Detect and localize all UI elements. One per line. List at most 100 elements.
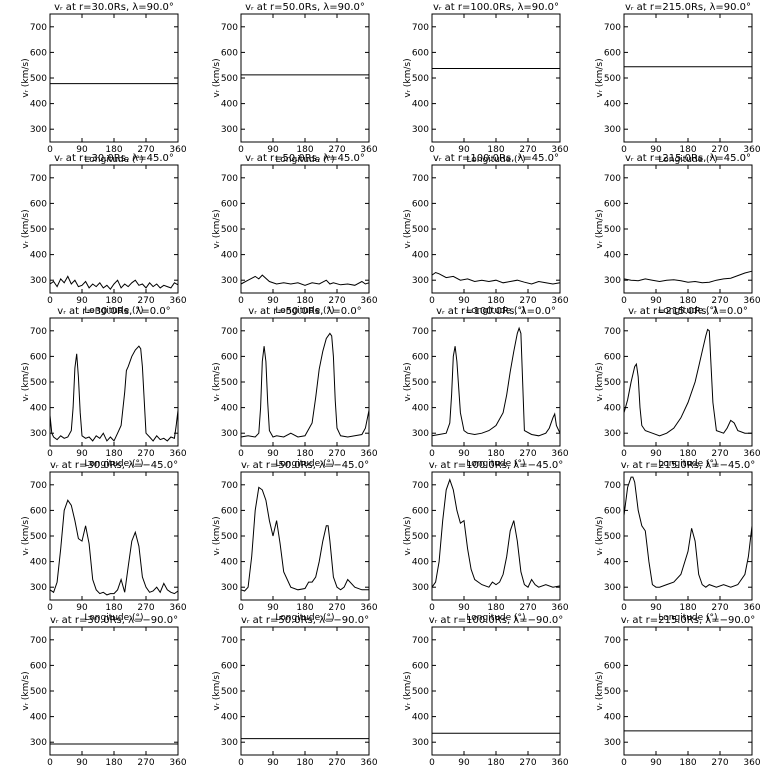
y-tick-label: 500 — [604, 687, 621, 697]
plot-frame — [431, 317, 561, 447]
panel-20: vᵣ at r=215.0Rs, λ=−90.0° 0 90 180 270 360 300… — [595, 615, 761, 768]
y-tick-label: 400 — [604, 251, 621, 261]
y-tick-label: 400 — [30, 713, 47, 723]
y-tick-label: 300 — [604, 125, 621, 135]
series-line — [431, 326, 561, 437]
chart-title: vᵣ at r=30.0Rs, λ=−90.0° — [50, 615, 178, 626]
x-tick-label: 180 — [679, 296, 696, 306]
y-tick-label: 500 — [221, 225, 238, 235]
y-tick-label: 600 — [412, 506, 429, 516]
x-axis-label: Longitude (°) — [84, 459, 143, 469]
x-tick-label: 270 — [137, 296, 154, 306]
x-tick-label: 90 — [267, 449, 279, 459]
x-tick-label: 90 — [650, 449, 662, 459]
y-axis-label: vᵣ (km/s) — [595, 58, 605, 97]
y-tick-label: 600 — [604, 661, 621, 671]
x-axis-label: Longitude (°) — [84, 306, 143, 316]
x-tick-label: 180 — [679, 449, 696, 459]
plot-frame — [49, 13, 179, 143]
y-tick-label: 600 — [30, 506, 47, 516]
y-tick-label: 700 — [604, 23, 621, 33]
series-line — [240, 332, 370, 438]
x-tick-label: 270 — [328, 145, 345, 155]
x-tick-label: 360 — [360, 758, 377, 768]
chart-title: vᵣ at r=215.0Rs, λ=−90.0° — [621, 615, 756, 626]
panel-2: vᵣ at r=50.0Rs, λ=90.0° 0 90 180 270 360 300 40… — [212, 2, 378, 165]
y-tick-label: 400 — [412, 100, 429, 110]
y-axis-label: vᵣ (km/s) — [21, 209, 31, 248]
y-axis-label: vᵣ (km/s) — [21, 671, 31, 710]
y-axis-label: vᵣ (km/s) — [595, 671, 605, 710]
panel-12: vᵣ at r=215.0Rs, λ=0.0° 0 90 180 270 360 300 40… — [595, 306, 761, 469]
x-tick-label: 90 — [267, 603, 279, 613]
x-tick-label: 270 — [711, 449, 728, 459]
x-tick-label: 270 — [137, 758, 154, 768]
x-tick-label: 0 — [429, 603, 435, 613]
y-axis-label: vᵣ (km/s) — [403, 209, 413, 248]
series-line — [431, 271, 561, 285]
y-tick-label: 700 — [412, 481, 429, 491]
y-tick-label: 500 — [604, 532, 621, 542]
x-axis-label: Longitude (°) — [275, 155, 334, 165]
x-tick-label: 360 — [743, 145, 760, 155]
chart-title: vᵣ at r=50.0Rs, λ=−45.0° — [241, 460, 369, 471]
x-tick-label: 360 — [360, 145, 377, 155]
y-tick-label: 500 — [412, 378, 429, 388]
y-tick-label: 500 — [604, 378, 621, 388]
x-tick-label: 0 — [238, 145, 244, 155]
y-tick-label: 600 — [604, 352, 621, 362]
y-tick-label: 400 — [221, 251, 238, 261]
panel-15: vᵣ at r=100.0Rs, λ=−45.0° 0 90 180 270 360 300… — [403, 460, 569, 623]
x-tick-label: 360 — [743, 449, 760, 459]
y-tick-label: 500 — [604, 74, 621, 84]
x-tick-label: 360 — [551, 145, 568, 155]
x-tick-label: 0 — [47, 449, 53, 459]
x-tick-label: 180 — [105, 296, 122, 306]
series-line — [623, 270, 753, 284]
x-tick-label: 90 — [650, 758, 662, 768]
y-tick-label: 400 — [412, 713, 429, 723]
y-tick-label: 700 — [412, 636, 429, 646]
y-tick-label: 300 — [604, 583, 621, 593]
plot-frame — [240, 626, 370, 756]
x-axis-label: Longitude (°) — [275, 459, 334, 469]
x-tick-label: 90 — [458, 449, 470, 459]
x-tick-label: 90 — [458, 145, 470, 155]
x-tick-label: 270 — [137, 449, 154, 459]
plot-frame — [623, 626, 753, 756]
panel-13: vᵣ at r=30.0Rs, λ=−45.0° 0 90 180 270 360 300 4… — [21, 460, 187, 623]
x-tick-label: 180 — [487, 603, 504, 613]
x-tick-label: 180 — [487, 758, 504, 768]
x-tick-label: 90 — [650, 296, 662, 306]
plot-frame — [49, 626, 179, 756]
x-tick-label: 0 — [238, 449, 244, 459]
x-tick-label: 180 — [105, 603, 122, 613]
y-tick-label: 500 — [30, 74, 47, 84]
plot-frame — [49, 471, 179, 601]
plot-frame — [431, 164, 561, 294]
y-axis-label: vᵣ (km/s) — [403, 58, 413, 97]
y-tick-label: 400 — [221, 100, 238, 110]
x-axis-label: Longitude (°) — [658, 155, 717, 165]
y-tick-label: 500 — [412, 225, 429, 235]
panel-17: vᵣ at r=30.0Rs, λ=−90.0° 0 90 180 270 360 300 4… — [21, 615, 187, 768]
x-tick-label: 270 — [137, 603, 154, 613]
chart-title: vᵣ at r=100.0Rs, λ=45.0° — [433, 153, 559, 164]
y-axis-label: vᵣ (km/s) — [21, 516, 31, 555]
y-tick-label: 400 — [30, 100, 47, 110]
x-tick-label: 0 — [47, 145, 53, 155]
x-tick-label: 270 — [711, 758, 728, 768]
y-tick-label: 500 — [412, 532, 429, 542]
x-tick-label: 180 — [105, 145, 122, 155]
y-tick-label: 700 — [221, 481, 238, 491]
y-tick-label: 600 — [604, 506, 621, 516]
x-tick-label: 90 — [76, 603, 88, 613]
y-tick-label: 500 — [412, 74, 429, 84]
y-tick-label: 400 — [221, 558, 238, 568]
x-tick-label: 90 — [458, 758, 470, 768]
x-axis-label: Longitude (°) — [84, 155, 143, 165]
x-tick-label: 360 — [551, 758, 568, 768]
y-axis-label: vᵣ (km/s) — [403, 516, 413, 555]
y-axis-label: vᵣ (km/s) — [21, 58, 31, 97]
x-tick-label: 0 — [47, 296, 53, 306]
